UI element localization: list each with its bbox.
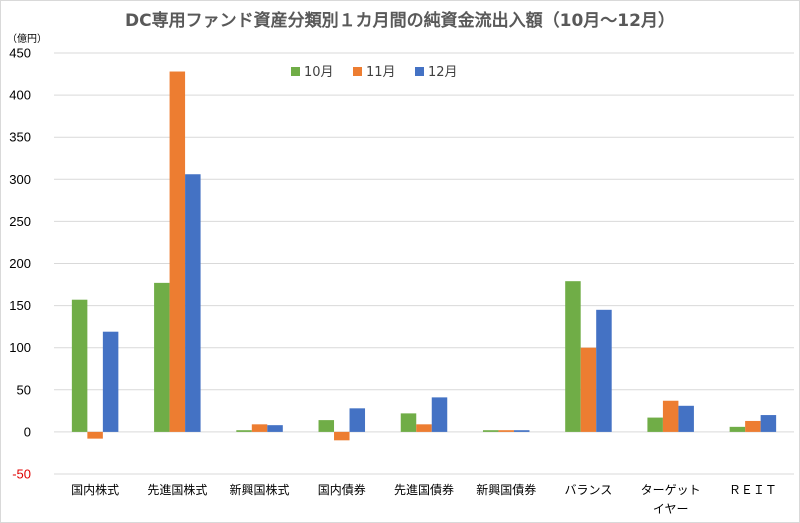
y-tick-label: 0 (24, 424, 31, 439)
x-category-label: 新興国株式 (230, 482, 290, 497)
x-category-label: 国内株式 (71, 482, 119, 497)
bar (154, 282, 170, 432)
bar (102, 331, 119, 432)
y-tick-label: 250 (9, 214, 31, 229)
bar (318, 420, 335, 432)
bar (334, 431, 350, 441)
y-tick-label: 350 (9, 130, 31, 145)
bar (87, 431, 103, 439)
legend-swatch (291, 67, 300, 76)
chart-title: DC専用ファンド資産分類別１カ月間の純資金流出入額（10月〜12月） (125, 10, 675, 31)
bar (580, 347, 597, 432)
x-category-label: 先進国株式 (147, 482, 207, 497)
bar (267, 425, 283, 432)
bar (431, 397, 448, 432)
bar (647, 417, 663, 432)
bar (662, 400, 679, 432)
legend-label: 10月 (304, 65, 334, 80)
legend-swatch (353, 67, 362, 76)
bar (169, 71, 186, 432)
y-tick-label: 200 (9, 256, 31, 271)
bars (71, 71, 777, 441)
legend: 10月 11月 12月 (291, 65, 458, 80)
bar (565, 281, 581, 432)
x-category-label: 新興国債券 (476, 482, 536, 497)
bar (185, 174, 201, 432)
legend-label: 12月 (428, 65, 458, 80)
bar (416, 424, 432, 432)
y-tick-label: 150 (9, 298, 31, 313)
y-tick-label: 100 (9, 340, 31, 355)
x-category-label: 国内債券 (318, 482, 366, 497)
bar (251, 424, 268, 432)
x-axis-categories: 国内株式 先進国株式 新興国株式 国内債券 先進国債券 新興国債券 バランス ターゲットイヤー… (71, 482, 777, 516)
bar (596, 309, 612, 432)
bar (482, 430, 499, 432)
bar (400, 413, 417, 432)
legend-swatch (415, 67, 424, 76)
bar (678, 405, 694, 432)
legend-label: 11月 (366, 65, 396, 80)
bar (349, 408, 366, 432)
unit-label: （億円） (7, 32, 47, 45)
bar (498, 430, 514, 432)
bar (71, 299, 88, 432)
y-tick-label: 300 (9, 172, 31, 187)
bar (729, 426, 746, 432)
y-tick-label: -50 (12, 467, 31, 482)
y-axis-ticks: -50 0 50 100 150 200 250 300 350 400 450 (9, 46, 31, 482)
x-category-label: ＲＥＩＴ (729, 483, 777, 497)
bar (513, 430, 530, 432)
bar (236, 430, 252, 432)
x-category-label: ターゲット (641, 483, 701, 497)
x-category-label: 先進国債券 (394, 482, 454, 497)
y-tick-label: 400 (9, 88, 31, 103)
bar (745, 420, 761, 432)
x-category-label: バランス (565, 483, 613, 497)
bar (760, 415, 777, 432)
y-tick-label: 50 (17, 382, 31, 397)
y-tick-label: 450 (9, 46, 31, 61)
x-category-label: イヤー (653, 502, 689, 516)
